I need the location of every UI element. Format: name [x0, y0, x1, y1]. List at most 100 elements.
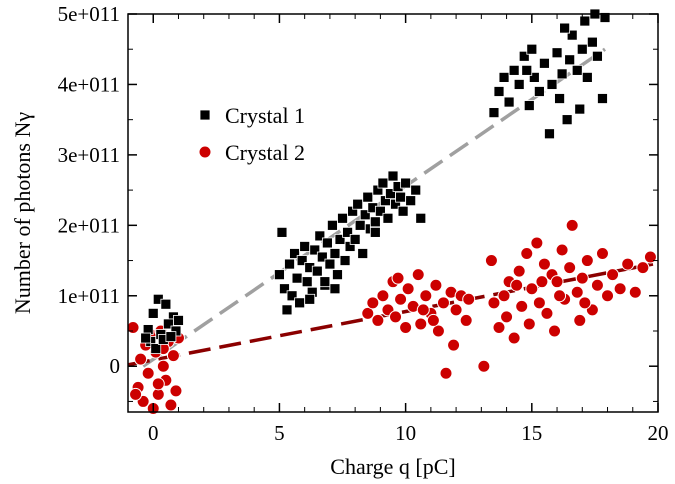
crystal-1-point [513, 79, 525, 90]
crystal-1-point [274, 269, 285, 281]
plot-frame [127, 13, 659, 413]
crystal-1-point [337, 212, 348, 224]
crystal-2-point [595, 247, 609, 261]
crystal-1-point [362, 191, 374, 203]
crystal-2-point [414, 317, 428, 331]
crystal-2-point [643, 250, 657, 264]
crystal-1-point [284, 258, 295, 270]
crystal-1-point [304, 293, 316, 305]
crystal-1-point [160, 298, 172, 310]
crystal-2-point [487, 296, 501, 310]
crystal-1-point [400, 177, 412, 189]
crystal-1-point [554, 93, 565, 104]
crystal-2-point [156, 359, 170, 373]
crystal-1-point [387, 170, 399, 182]
x-tick-label: 10 [395, 421, 416, 445]
axes: 0 5 10 15 20 0 1e+011 2e+011 3e+011 4e+011 5e+011 [58, 2, 669, 445]
crystal-1-point [289, 248, 300, 259]
crystal-1-point [566, 29, 578, 41]
crystal-1-point [526, 43, 538, 55]
crystal-2-point [371, 313, 385, 327]
crystal-1-point [299, 241, 311, 252]
crystal-1-point [374, 205, 386, 217]
crystal-1-point [564, 54, 576, 66]
crystal-2-point [151, 377, 165, 391]
crystal-1-point [301, 276, 313, 288]
x-tick-label: 0 [148, 421, 159, 445]
crystal-1-point [528, 71, 540, 83]
crystal-1-point [546, 79, 558, 90]
crystal-1-point [377, 177, 389, 189]
crystal-1-point [599, 12, 611, 23]
crystal-2-point [492, 320, 506, 334]
crystal-2-point [401, 282, 415, 296]
crystal-1-point [559, 22, 571, 34]
crystal-2-point [497, 289, 511, 303]
crystal-2-point [580, 254, 594, 268]
crystal-2-point [522, 317, 536, 331]
crystal-2-point [553, 289, 567, 303]
crystal-2-point [520, 247, 534, 261]
crystal-1-point [165, 331, 177, 343]
crystal-1-point [544, 128, 555, 140]
crystal-1-point [321, 237, 333, 249]
crystal-1-point [324, 258, 336, 270]
crystal-2-point [436, 296, 450, 310]
crystal-1-point [581, 71, 593, 83]
crystal-1-point [556, 68, 568, 80]
crystal-2-point [628, 285, 642, 299]
crystal-1-point [508, 64, 520, 76]
crystal-1-point [276, 226, 288, 238]
crystal-1-point [339, 255, 351, 266]
crystal-1-point [539, 57, 550, 69]
crystal-2-point [411, 268, 425, 282]
crystal-2-point [500, 310, 514, 324]
crystal-2-point [447, 338, 461, 352]
crystal-2-point [449, 303, 463, 317]
crystal-1-point [369, 226, 381, 238]
crystal-1-point [294, 297, 306, 309]
crystal-2-point [166, 349, 180, 363]
legend-marker-crystal-1 [199, 109, 211, 121]
crystal-2-point [141, 366, 155, 380]
crystal-1-point [576, 43, 588, 55]
crystal-2-point [366, 296, 380, 310]
crystal-1-point [397, 205, 409, 217]
crystal-1-point [173, 315, 184, 326]
crystal-1-point [291, 272, 303, 284]
crystal-2-point [426, 313, 440, 327]
crystal-1-point [518, 50, 530, 62]
crystal-1-point [311, 265, 323, 277]
crystal-2-point [525, 282, 539, 296]
crystal-2-point [512, 264, 526, 278]
y-tick-label: 0 [110, 354, 121, 378]
y-tick-label: 2e+011 [58, 213, 120, 237]
crystal-1-point [488, 107, 500, 119]
crystal-2-point [548, 324, 562, 338]
crystal-1-point [354, 219, 366, 231]
crystal-1-point [309, 244, 321, 256]
crystal-2-point [462, 292, 476, 306]
crystal-2-point [416, 303, 430, 317]
x-axis-label: Charge q [pC] [330, 454, 455, 479]
crystal-1-point [503, 96, 515, 108]
crystal-2-point [394, 292, 408, 306]
crystal-2-point [389, 310, 403, 324]
crystal-1-point [316, 251, 328, 263]
crystal-1-point [296, 255, 308, 266]
crystal-2-point [563, 261, 577, 275]
crystal-1-point [592, 50, 603, 62]
crystal-1-point [140, 332, 152, 344]
crystal-2-point [376, 289, 390, 303]
crystal-2-point [507, 331, 521, 345]
crystal-1-point [369, 216, 381, 228]
crystal-1-point [147, 307, 159, 319]
crystal-2-point [399, 320, 413, 334]
crystal-1-point [329, 283, 341, 295]
crystal-2-point [429, 278, 443, 292]
crystal-1-point [493, 86, 505, 97]
x-tick-label: 15 [521, 421, 542, 445]
crystal-2-point [459, 313, 473, 327]
crystal-1-point [498, 71, 510, 83]
